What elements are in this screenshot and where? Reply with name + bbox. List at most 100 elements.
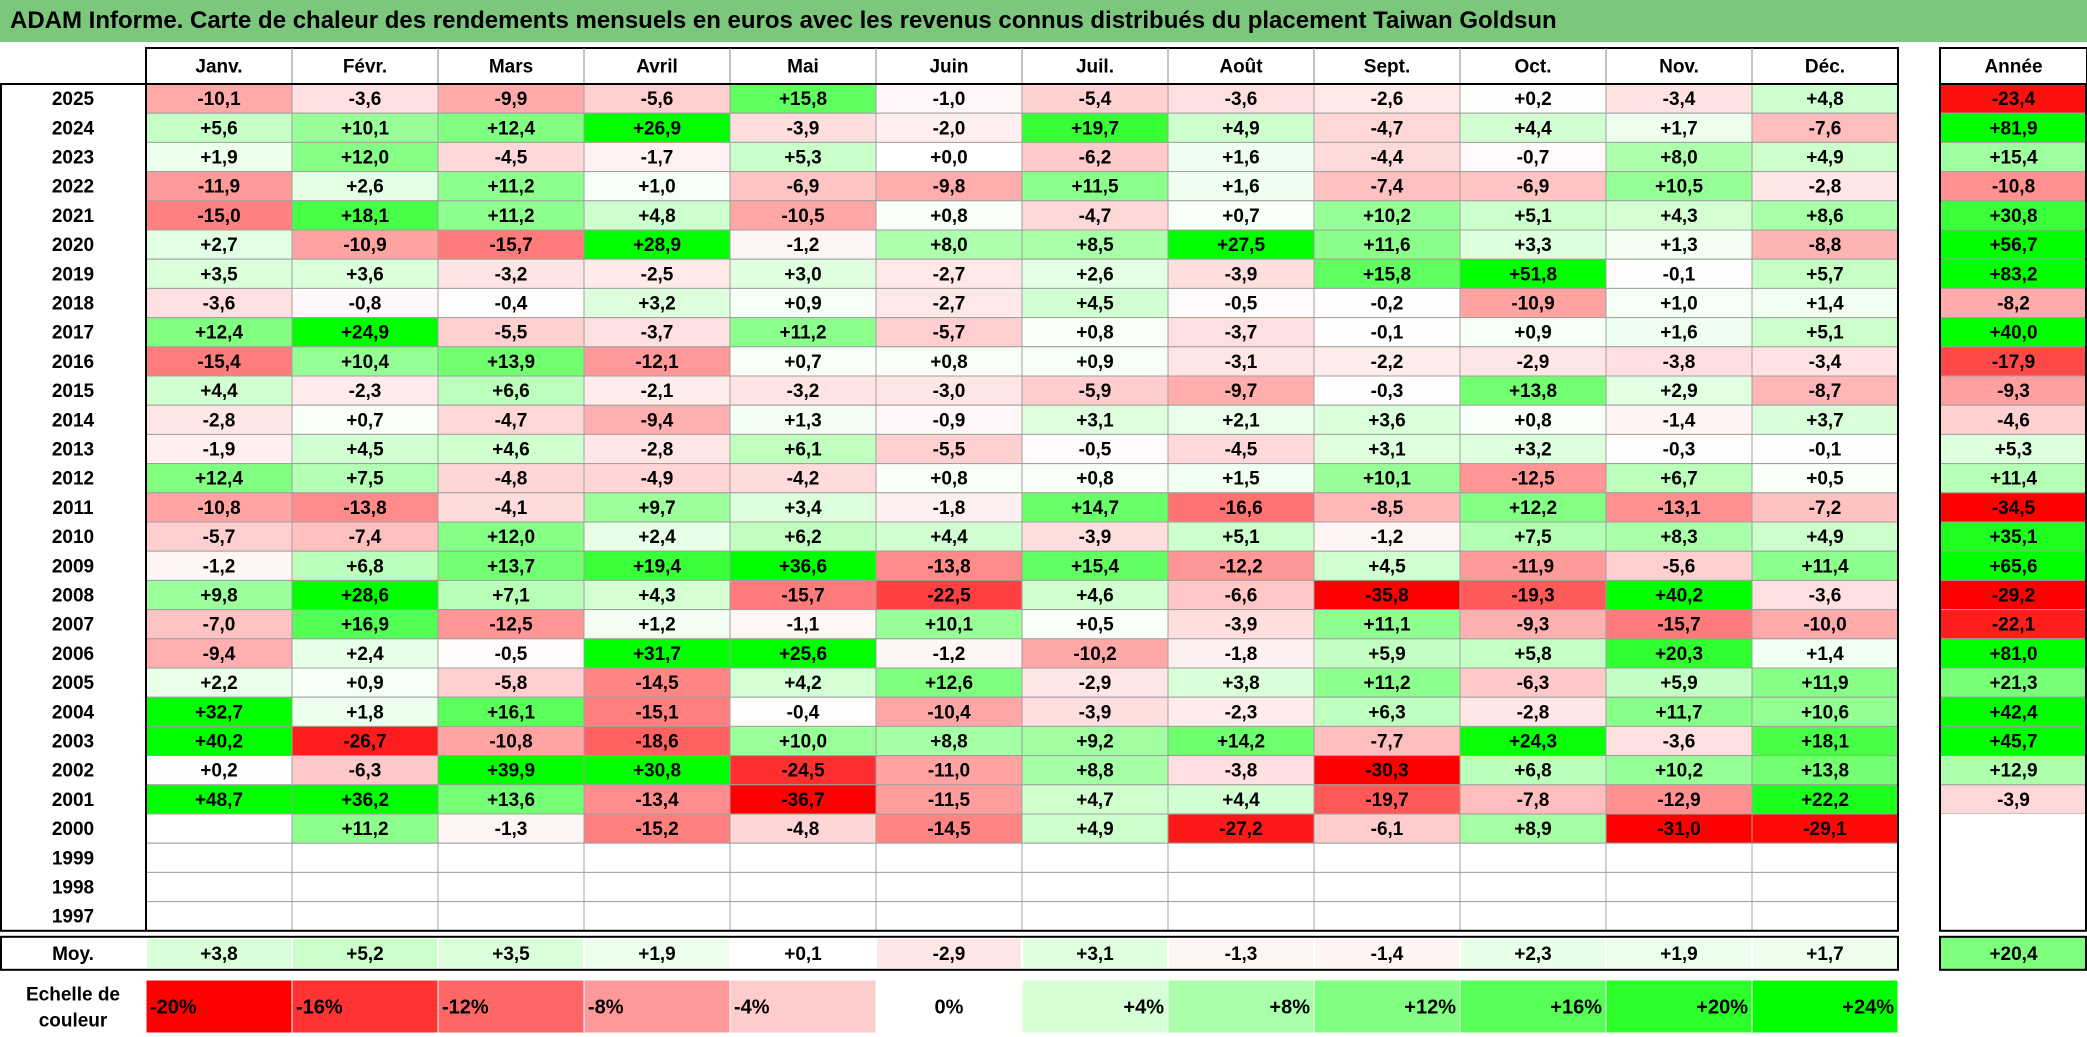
heatmap-cell (729, 609, 877, 640)
cell-value: -3,7 (1225, 323, 1258, 344)
scale-step-label: -20% (150, 997, 197, 1019)
cell-value: +5,6 (200, 118, 238, 139)
heatmap-cell (1021, 813, 1169, 844)
heatmap-cell (1021, 784, 1169, 815)
month-header-7: Juil. (1076, 57, 1114, 78)
cell-value: +12,2 (1509, 498, 1557, 519)
cell-value: -24,5 (781, 761, 825, 782)
heatmap-cell (729, 521, 877, 552)
cell-value: -3,8 (1225, 761, 1258, 782)
annual-value: +40,0 (1989, 323, 2037, 344)
cell-value: +0,5 (1076, 615, 1114, 636)
heatmap-cell (875, 755, 1023, 786)
annual-cell (1939, 83, 2087, 114)
heatmap-cell (1167, 842, 1315, 873)
scale-label-line-1: Echelle de (26, 985, 120, 1006)
cell-value: +3,2 (638, 294, 676, 315)
cell-value: +1,8 (346, 702, 384, 723)
heatmap-cell (1167, 755, 1315, 786)
cell-value: +10,1 (341, 118, 390, 139)
annual-value: -3,9 (1997, 790, 2030, 811)
heatmap-cell (1021, 317, 1169, 348)
heatmap-cell (1021, 463, 1169, 494)
cell-value: -10,0 (1803, 615, 1846, 636)
heatmap-cell (145, 404, 293, 435)
cell-value: -5,6 (1663, 556, 1696, 577)
heatmap-cell (1313, 463, 1461, 494)
heatmap-cell (875, 813, 1023, 844)
cell-value: +5,1 (1514, 206, 1552, 227)
average-label: Moy. (52, 944, 94, 965)
scale-swatch (437, 979, 585, 1034)
cell-value: +4,6 (1076, 586, 1114, 607)
heatmap-cell (1167, 638, 1315, 669)
heatmap-cell (291, 784, 439, 815)
heatmap-cell (583, 404, 731, 435)
annual-frame (1939, 83, 2087, 932)
cell-value: -13,1 (1657, 498, 1701, 519)
cell-value: +2,2 (200, 673, 238, 694)
heatmap-cell (729, 871, 877, 903)
average-value: +2,3 (1514, 944, 1552, 965)
cell-value: -3,6 (1809, 586, 1842, 607)
heatmap-cell (291, 609, 439, 640)
cell-value: -36,7 (781, 790, 824, 811)
cell-value: +12,6 (925, 673, 973, 694)
cell-value: +13,8 (1509, 381, 1557, 402)
scale-label-line-2: couleur (39, 1011, 108, 1032)
heatmap-cell (145, 112, 293, 143)
heatmap-cell (875, 550, 1023, 581)
cell-value: -16,6 (1219, 498, 1262, 519)
heatmap-cell (1459, 784, 1607, 815)
cell-value: +0,2 (1514, 89, 1552, 110)
heatmap-cell (1167, 375, 1315, 406)
cell-value: -4,7 (495, 410, 528, 431)
heatmap-cell (875, 725, 1023, 757)
heatmap-cell (1167, 550, 1315, 581)
cell-value: -8,8 (1809, 235, 1842, 256)
year-label-2011: 2011 (52, 498, 94, 519)
year-label-2004: 2004 (52, 702, 95, 723)
annual-value: +56,7 (1989, 235, 2037, 256)
cell-value: +3,7 (1806, 410, 1844, 431)
year-label-2016: 2016 (52, 352, 94, 373)
annual-cell (1939, 404, 2087, 435)
cell-value: -6,9 (787, 177, 820, 198)
cell-value: -3,7 (641, 323, 674, 344)
heatmap-cell (145, 813, 293, 844)
cell-value: +4,9 (1806, 148, 1844, 169)
annual-cell (1939, 375, 2087, 406)
heatmap-cell (291, 813, 439, 844)
heatmap-cell (1751, 463, 1899, 494)
scale-swatch (1167, 979, 1315, 1034)
chart-title: ADAM Informe. Carte de chaleur des rende… (0, 0, 2087, 42)
heatmap-cell (1459, 317, 1607, 348)
cell-value: -5,7 (933, 323, 966, 344)
cell-value: +24,9 (341, 323, 389, 344)
cell-value: -2,7 (933, 294, 966, 315)
cell-value: +14,7 (1071, 498, 1119, 519)
heatmap-cell (1021, 375, 1169, 406)
cell-value: +6,8 (1514, 761, 1552, 782)
scale-step-label: +24% (1842, 997, 1894, 1019)
cell-value: -3,4 (1663, 89, 1696, 110)
heatmap-cell (291, 550, 439, 581)
cell-value: +9,8 (200, 586, 238, 607)
cell-value: +13,7 (487, 556, 535, 577)
cell-value: -3,9 (1225, 264, 1258, 285)
cell-value: -4,7 (1371, 118, 1404, 139)
cell-value: +7,5 (346, 469, 384, 490)
cell-value: +24,3 (1509, 732, 1557, 753)
cell-value: +6,2 (784, 527, 822, 548)
annual-cell (1939, 346, 2087, 377)
heatmap-cell (437, 404, 585, 435)
cell-value: -2,5 (641, 264, 674, 285)
cell-value: -2,7 (933, 264, 966, 285)
heatmap-cell (1313, 492, 1461, 523)
cell-value: -0,9 (933, 410, 966, 431)
heatmap-cell (729, 317, 877, 348)
cell-value: +4,8 (638, 206, 676, 227)
annual-cell (1939, 755, 2087, 786)
month-header-1: Janv. (195, 57, 242, 78)
cell-value: +1,6 (1660, 323, 1698, 344)
